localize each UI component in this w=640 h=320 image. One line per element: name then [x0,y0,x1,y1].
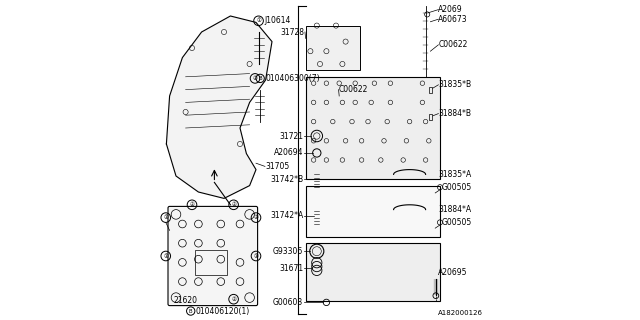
Text: A60673: A60673 [438,15,468,24]
Text: 31835*B: 31835*B [438,80,472,89]
Text: 31705: 31705 [266,162,290,171]
Text: ②: ② [189,202,195,207]
Text: ①: ① [163,215,168,220]
Text: C00622: C00622 [339,85,368,94]
Bar [195,250,227,275]
FancyBboxPatch shape [306,243,440,301]
Text: ②: ② [231,202,236,207]
Bar [429,87,432,93]
Text: G00505: G00505 [442,218,472,227]
Text: ②: ② [253,76,257,81]
Text: A20694: A20694 [274,148,303,157]
Polygon shape [166,16,272,198]
Text: B: B [259,76,262,81]
Text: ①: ① [163,253,168,259]
Text: C00622: C00622 [438,40,468,49]
Text: A20695: A20695 [438,268,468,277]
FancyBboxPatch shape [306,186,440,237]
Text: 31884*B: 31884*B [438,109,472,118]
Text: ①: ① [256,18,261,23]
FancyBboxPatch shape [306,77,440,179]
FancyBboxPatch shape [168,206,258,306]
Text: G00603: G00603 [273,298,303,307]
Text: ②: ② [231,297,236,302]
Text: 010406120(1): 010406120(1) [196,307,250,316]
Text: 31671: 31671 [279,264,303,273]
Bar [429,114,432,120]
Text: 31728: 31728 [280,28,305,36]
FancyBboxPatch shape [306,26,360,70]
Text: 31884*A: 31884*A [438,205,472,214]
Text: A2069: A2069 [438,5,463,14]
Text: ①: ① [253,253,259,259]
Text: 31742*B: 31742*B [270,175,303,184]
Text: A182000126: A182000126 [438,310,483,316]
Text: B: B [189,308,193,314]
Text: G00505: G00505 [442,183,472,192]
Text: 21620: 21620 [173,296,197,305]
Text: 010406300(7): 010406300(7) [266,74,320,83]
Text: G93306: G93306 [273,247,303,256]
Text: J10614: J10614 [264,16,291,25]
Text: 31721: 31721 [280,132,303,140]
Text: 31742*A: 31742*A [270,212,303,220]
Text: ②: ② [253,215,259,220]
Text: 31835*A: 31835*A [438,170,472,179]
